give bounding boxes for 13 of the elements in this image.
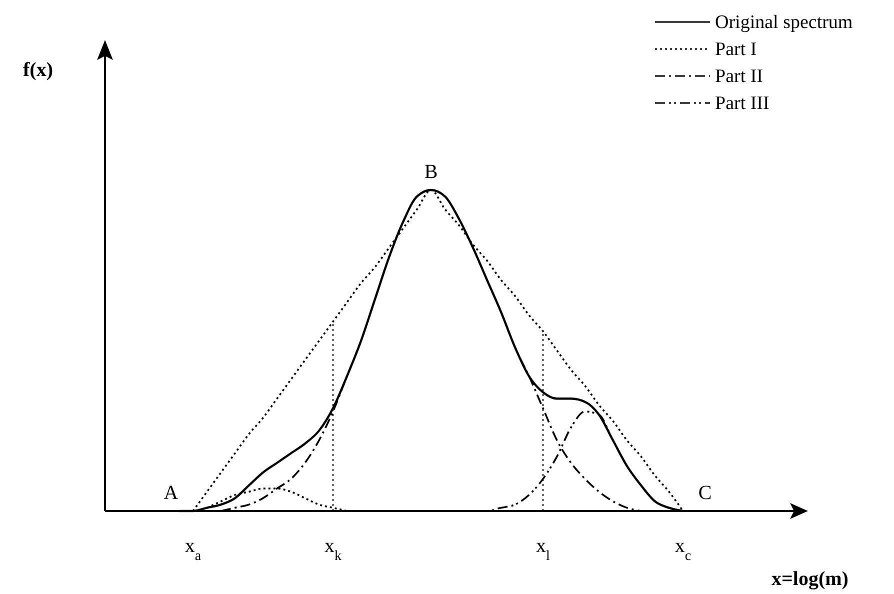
- annotation: A: [164, 482, 179, 504]
- x-tick-label: x$_{l}$: [536, 535, 550, 564]
- annotation: B: [424, 161, 438, 183]
- legend-label: Part I: [715, 39, 757, 60]
- x-tick-label: x$_{c}$: [674, 535, 692, 564]
- text: f(x): [23, 59, 53, 81]
- x-axis-title: x=log(m): [772, 568, 848, 590]
- legend-label: Part II: [715, 66, 764, 87]
- x-tick-label: x$_{a}$: [184, 535, 202, 564]
- annotation: C: [698, 482, 712, 504]
- x-tick-label: x$_{k}$: [324, 535, 342, 564]
- legend-label: Original spectrum: [715, 12, 853, 33]
- legend-label: Part III: [715, 93, 770, 114]
